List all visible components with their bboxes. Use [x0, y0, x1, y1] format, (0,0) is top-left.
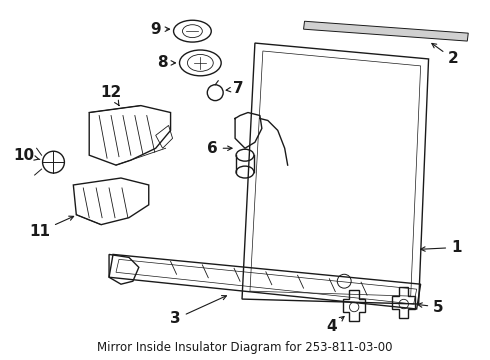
Text: 4: 4 — [326, 316, 344, 334]
Text: 2: 2 — [432, 44, 459, 67]
Polygon shape — [303, 21, 468, 41]
Text: 10: 10 — [13, 148, 40, 163]
Text: 5: 5 — [417, 300, 444, 315]
Text: 8: 8 — [157, 55, 175, 71]
Text: 12: 12 — [100, 85, 122, 105]
Text: 1: 1 — [421, 240, 462, 255]
Text: Mirror Inside Insulator Diagram for 253-811-03-00: Mirror Inside Insulator Diagram for 253-… — [97, 341, 393, 354]
Text: 6: 6 — [207, 141, 232, 156]
Text: 3: 3 — [170, 296, 226, 327]
Text: 9: 9 — [150, 22, 170, 37]
Text: 11: 11 — [29, 216, 74, 239]
Text: 7: 7 — [226, 81, 244, 96]
